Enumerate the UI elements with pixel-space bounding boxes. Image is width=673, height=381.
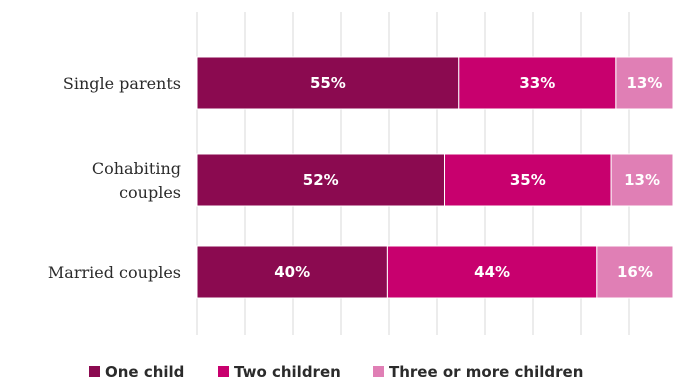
category-labels: Single parents Cohabiting couples Married c… bbox=[48, 74, 181, 282]
data-label: 33% bbox=[519, 74, 555, 92]
data-label: 52% bbox=[303, 171, 339, 189]
legend: One child Two children Three or more child… bbox=[89, 363, 583, 381]
data-label: 13% bbox=[624, 171, 660, 189]
data-label: 55% bbox=[310, 74, 346, 92]
bar-single-parents-two-children bbox=[458, 56, 617, 110]
legend-label-one-child: One child bbox=[105, 363, 184, 381]
bar-single-parents-three-or-more-children bbox=[615, 56, 673, 110]
legend-swatch-two-children bbox=[218, 366, 229, 377]
bars: 55% 33% 13% 52% 35% 13% 40% 44% 16% bbox=[196, 56, 673, 299]
data-label: 35% bbox=[510, 171, 546, 189]
bar-married-couples-one-child bbox=[196, 245, 388, 299]
category-label: Married couples bbox=[48, 263, 181, 282]
legend-label-two-children: Two children bbox=[234, 363, 341, 381]
data-label: 13% bbox=[626, 74, 662, 92]
bar-married-couples-three-or-more-children bbox=[596, 245, 673, 299]
category-label: Single parents bbox=[63, 74, 181, 93]
bar-married-couples-two-children bbox=[386, 245, 598, 299]
legend-label-three-or-more-children: Three or more children bbox=[389, 363, 583, 381]
bar-cohabiting-couples-one-child bbox=[196, 153, 446, 207]
legend-swatch-one-child bbox=[89, 366, 100, 377]
category-label: couples bbox=[119, 183, 181, 202]
data-label: 40% bbox=[274, 263, 310, 281]
category-label: Cohabiting bbox=[92, 159, 181, 178]
data-label: 44% bbox=[474, 263, 510, 281]
data-label: 16% bbox=[617, 263, 653, 281]
legend-swatch-three-or-more-children bbox=[373, 366, 384, 377]
